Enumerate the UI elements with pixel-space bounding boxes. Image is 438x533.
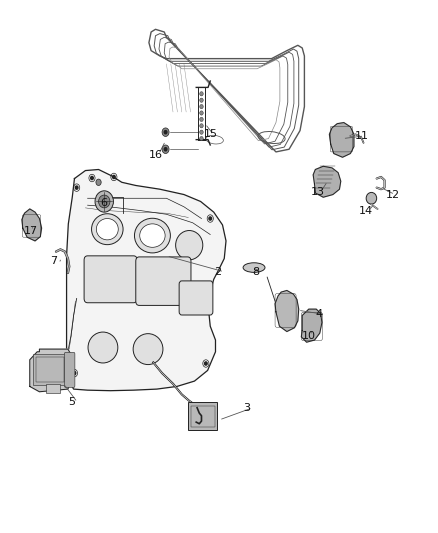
Polygon shape bbox=[301, 309, 322, 342]
Text: 16: 16 bbox=[149, 150, 163, 159]
Text: 10: 10 bbox=[302, 331, 316, 341]
Text: 15: 15 bbox=[204, 130, 218, 139]
FancyBboxPatch shape bbox=[136, 257, 191, 305]
Text: 3: 3 bbox=[243, 403, 250, 413]
Circle shape bbox=[162, 128, 169, 136]
Circle shape bbox=[164, 148, 167, 151]
Text: 17: 17 bbox=[24, 226, 38, 236]
Text: 6: 6 bbox=[101, 198, 108, 207]
Polygon shape bbox=[22, 209, 42, 241]
Circle shape bbox=[200, 130, 203, 134]
Circle shape bbox=[164, 131, 167, 134]
Polygon shape bbox=[67, 169, 226, 391]
Polygon shape bbox=[329, 123, 354, 157]
Ellipse shape bbox=[95, 191, 113, 212]
Circle shape bbox=[75, 186, 78, 189]
Ellipse shape bbox=[140, 224, 165, 247]
Polygon shape bbox=[313, 166, 341, 197]
FancyBboxPatch shape bbox=[46, 384, 60, 393]
Text: 8: 8 bbox=[252, 267, 259, 277]
Circle shape bbox=[200, 92, 203, 96]
Text: 11: 11 bbox=[355, 131, 369, 141]
Polygon shape bbox=[275, 290, 299, 332]
Circle shape bbox=[200, 124, 203, 128]
Ellipse shape bbox=[243, 263, 265, 272]
Circle shape bbox=[205, 362, 207, 365]
Text: 7: 7 bbox=[50, 256, 57, 266]
Text: 2: 2 bbox=[215, 267, 222, 277]
Text: 5: 5 bbox=[68, 398, 75, 407]
Text: 4: 4 bbox=[315, 310, 322, 319]
Text: 14: 14 bbox=[359, 206, 373, 215]
Ellipse shape bbox=[176, 230, 203, 260]
Ellipse shape bbox=[88, 332, 118, 363]
Ellipse shape bbox=[133, 334, 163, 365]
Text: 13: 13 bbox=[311, 187, 325, 197]
FancyBboxPatch shape bbox=[84, 256, 137, 303]
Circle shape bbox=[96, 179, 101, 185]
Ellipse shape bbox=[134, 219, 170, 253]
Text: 12: 12 bbox=[385, 190, 399, 199]
FancyBboxPatch shape bbox=[179, 281, 213, 315]
Circle shape bbox=[200, 111, 203, 115]
FancyBboxPatch shape bbox=[33, 354, 67, 385]
Circle shape bbox=[200, 104, 203, 109]
Circle shape bbox=[162, 145, 169, 154]
Circle shape bbox=[200, 98, 203, 102]
Polygon shape bbox=[30, 349, 72, 392]
Ellipse shape bbox=[99, 195, 110, 208]
FancyBboxPatch shape bbox=[64, 352, 75, 387]
FancyBboxPatch shape bbox=[188, 402, 217, 430]
Circle shape bbox=[73, 372, 76, 375]
Ellipse shape bbox=[366, 192, 377, 204]
Ellipse shape bbox=[92, 214, 123, 245]
Circle shape bbox=[200, 136, 203, 141]
Circle shape bbox=[200, 117, 203, 122]
Ellipse shape bbox=[96, 219, 118, 240]
Circle shape bbox=[91, 176, 93, 180]
Circle shape bbox=[113, 175, 115, 179]
Circle shape bbox=[209, 217, 212, 220]
